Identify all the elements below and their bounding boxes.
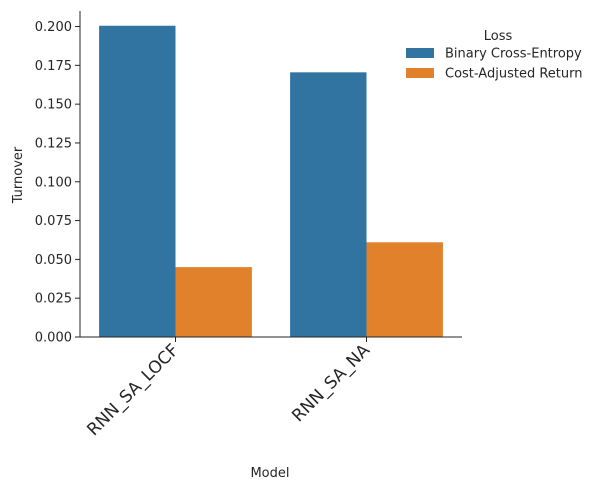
x-axis-ticks: RNN_SA_LOCF RNN_SA_NA: [83, 337, 374, 440]
y-tick-label: 0.150: [35, 98, 72, 113]
legend-swatch: [406, 48, 434, 58]
legend-label: Binary Cross-Entropy: [445, 47, 582, 62]
y-tick-label: 0.175: [35, 59, 72, 74]
bar: [290, 72, 367, 338]
y-tick-label: 0.000: [35, 331, 72, 346]
y-axis-title: Turnover: [11, 146, 26, 204]
legend-swatch: [406, 68, 434, 78]
x-tick-label: RNN_SA_NA: [288, 340, 374, 426]
y-tick-label: 0.100: [35, 175, 72, 190]
x-tick-label: RNN_SA_LOCF: [83, 340, 183, 440]
y-axis-ticks: 0.000 0.025 0.050 0.075 0.100 0.125 0.150 0.175…: [35, 20, 80, 346]
y-tick-label: 0.125: [35, 136, 72, 151]
legend: Loss Binary Cross-Entropy Cost-Adjusted R…: [406, 29, 582, 82]
y-tick-label: 0.075: [35, 214, 72, 229]
legend-title: Loss: [484, 29, 513, 44]
legend-items: Binary Cross-Entropy Cost-Adjusted Return: [406, 47, 582, 82]
bars-group: [99, 25, 443, 338]
y-tick-label: 0.050: [35, 253, 72, 268]
bar: [366, 242, 443, 337]
y-tick-label: 0.025: [35, 292, 72, 307]
bar: [175, 267, 252, 337]
legend-label: Cost-Adjusted Return: [445, 67, 582, 82]
bar: [99, 25, 176, 337]
y-tick-label: 0.200: [35, 20, 72, 35]
x-axis-title: Model: [250, 466, 289, 481]
